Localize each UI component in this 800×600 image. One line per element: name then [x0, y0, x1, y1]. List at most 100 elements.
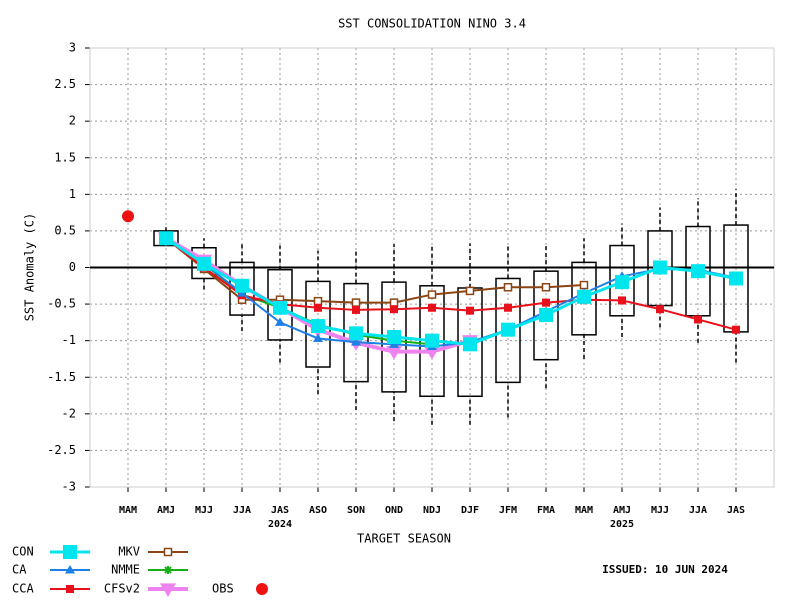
legend-label: OBS [212, 582, 234, 596]
series-marker [314, 303, 322, 312]
series-marker [542, 298, 550, 307]
y-tick-label: 2 [69, 114, 76, 128]
series-marker [465, 286, 475, 296]
legend-label: CFSv2 [104, 582, 140, 596]
box [533, 270, 559, 361]
series-marker [351, 298, 361, 307]
x-tick-label: JAS [271, 505, 289, 516]
x-tick-label: ASO [309, 505, 327, 516]
series-line [165, 237, 585, 304]
issued-note: ISSUED: 10 JUN 2024 [602, 563, 728, 576]
series-marker [503, 283, 513, 292]
series-marker [311, 319, 325, 334]
x-tick-label: MAM [575, 505, 593, 516]
y-axis-label: SST Anomaly (C) [23, 213, 37, 321]
series-line [165, 237, 737, 331]
x-tick-label: FMA [537, 505, 555, 516]
y-tick-label: -2.5 [47, 443, 76, 457]
y-tick-label: -0.5 [47, 297, 76, 311]
y-tick-label: 2.5 [54, 77, 76, 91]
x-tick-label: JJA [689, 505, 707, 516]
x-tick-label: JAS [727, 505, 745, 516]
series-marker [275, 317, 285, 326]
series-marker [656, 305, 664, 314]
x-tick-label: MJJ [651, 505, 669, 516]
series-marker [463, 337, 477, 352]
year-label: 2025 [610, 519, 634, 530]
legend-label: NMME [111, 563, 140, 577]
x-tick-label: OND [385, 505, 403, 516]
x-tick-label: JJA [233, 505, 251, 516]
box [495, 277, 521, 384]
series-marker [313, 333, 323, 342]
box [191, 246, 217, 280]
series-marker [390, 305, 398, 314]
legend-marker [163, 547, 173, 557]
series-marker [615, 275, 629, 290]
series-marker [235, 278, 249, 293]
year-label: 2024 [268, 519, 292, 530]
x-axis-label: TARGET SEASON [357, 532, 451, 546]
series-marker [729, 271, 743, 286]
y-tick-label: -3 [62, 480, 76, 494]
x-tick-label: MJJ [195, 505, 213, 516]
series-marker [273, 300, 287, 315]
legend-label: MKV [118, 545, 140, 559]
legend-marker [65, 565, 75, 574]
y-tick-label: 0 [69, 260, 76, 274]
series-marker [425, 333, 439, 348]
series-marker [501, 322, 515, 337]
x-tick-label: AMJ [613, 505, 631, 516]
series-marker [349, 326, 363, 341]
y-tick-label: 0.5 [54, 223, 76, 237]
series-line [165, 237, 737, 348]
series-marker [389, 298, 399, 307]
legend-marker [63, 545, 77, 559]
legend-marker [66, 585, 74, 593]
series-marker [577, 289, 591, 304]
series-marker [386, 346, 402, 360]
series-marker [466, 306, 474, 315]
box [343, 282, 369, 383]
series-marker [387, 330, 401, 345]
x-tick-label: AMJ [157, 505, 175, 516]
y-tick-label: 1 [69, 187, 76, 201]
series-marker [197, 256, 211, 271]
x-tick-label: MAM [119, 505, 137, 516]
series-marker [504, 303, 512, 312]
x-tick-label: NDJ [423, 505, 441, 516]
series-marker [732, 325, 740, 334]
series-marker [653, 260, 667, 275]
y-tick-label: -1.5 [47, 370, 76, 384]
series-marker [579, 280, 589, 290]
series-marker [351, 337, 361, 346]
series-marker [691, 264, 705, 279]
series-marker [541, 283, 551, 292]
legend-marker [160, 583, 176, 597]
legend-label: CCA [12, 582, 34, 596]
legend-marker [164, 566, 172, 574]
series-marker [313, 296, 323, 306]
series-marker [694, 315, 702, 324]
legend-label: CON [12, 545, 34, 559]
series-marker [618, 296, 626, 305]
legend-label: CA [12, 563, 27, 577]
series-marker [427, 290, 437, 299]
y-tick-label: 3 [69, 41, 76, 55]
series-marker [122, 210, 134, 223]
y-tick-label: -1 [62, 333, 76, 347]
y-tick-label: -2 [62, 406, 76, 420]
series-line [165, 236, 737, 346]
series-marker [159, 231, 173, 246]
legend-marker [256, 583, 268, 595]
chart-title: SST CONSOLIDATION NINO 3.4 [338, 17, 526, 31]
x-tick-label: JFM [499, 505, 517, 516]
series-marker [428, 303, 436, 312]
series-marker [539, 308, 553, 323]
x-tick-label: DJF [461, 505, 479, 516]
x-tick-label: SON [347, 505, 365, 516]
y-tick-label: 1.5 [54, 150, 76, 164]
series-marker [352, 305, 360, 314]
